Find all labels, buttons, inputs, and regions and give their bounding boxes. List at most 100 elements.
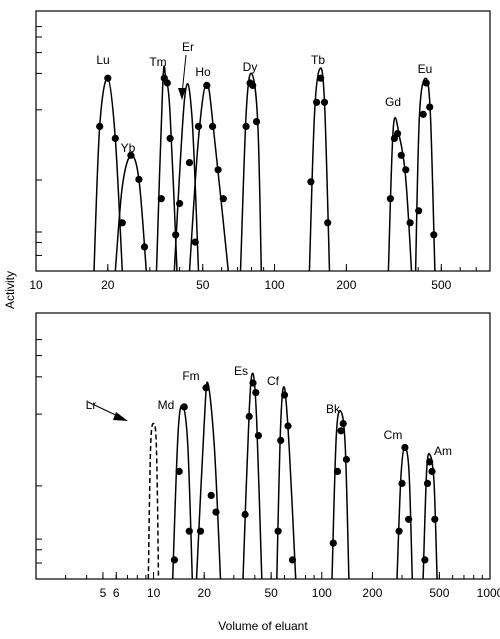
point-tm — [163, 79, 171, 87]
point-gd — [397, 151, 405, 159]
point-es — [254, 432, 262, 440]
x-tick-label: 200 — [362, 586, 382, 600]
point-dy — [249, 81, 257, 89]
point-eu — [426, 103, 434, 111]
point-am — [421, 556, 429, 564]
point-lu — [104, 74, 112, 82]
peak-label-ho: Ho — [195, 65, 211, 79]
point-tb — [317, 74, 325, 82]
top-points — [96, 74, 438, 251]
point-yb — [127, 151, 135, 159]
curve-lr — [147, 422, 160, 580]
x-tick-label: 100 — [265, 278, 285, 292]
bottom-panel-frame — [35, 312, 491, 580]
point-es — [241, 510, 249, 519]
point-yb — [135, 175, 143, 183]
peak-label-lr: Lr — [86, 398, 97, 412]
top-axis-tick-labels: 10 20 50 100 200 500 — [29, 278, 451, 292]
point-bk — [339, 420, 347, 428]
point-fm — [207, 491, 215, 499]
point-tb — [307, 178, 315, 186]
peak-label-yb: Yb — [121, 141, 136, 155]
y-axis-label: Activity — [3, 271, 17, 309]
curve-fm — [195, 381, 222, 580]
peak-label-am: Am — [434, 444, 452, 458]
point-er — [185, 159, 194, 167]
point-lu — [96, 122, 104, 130]
point-gd — [406, 219, 414, 227]
peak-label-er: Er — [182, 40, 194, 54]
point-am — [426, 458, 434, 466]
x-tick-label: 10 — [147, 586, 161, 600]
point-tb — [313, 98, 321, 106]
point-er — [191, 238, 199, 246]
point-md — [175, 467, 183, 475]
point-ho — [203, 81, 211, 89]
bottom-points — [170, 379, 439, 564]
curve-tb — [308, 67, 331, 272]
peak-label-es: Es — [234, 364, 248, 378]
point-tm — [157, 195, 165, 203]
point-bk — [337, 427, 345, 435]
bottom-curves — [147, 372, 438, 580]
bottom-axis-tick-labels: 56 10 20 50 100 200 500 1000 — [100, 586, 500, 600]
point-cf — [288, 556, 297, 564]
er-arrow-head — [178, 88, 186, 100]
x-tick-label: 500 — [429, 586, 449, 600]
point-fm — [196, 527, 205, 535]
x-tick-label: 500 — [431, 278, 451, 292]
x-tick-label: 20 — [198, 586, 212, 600]
point-ho — [219, 195, 227, 203]
point-fm — [202, 384, 210, 392]
point-am — [431, 515, 439, 523]
point-bk — [329, 539, 337, 547]
point-fm — [212, 508, 220, 516]
point-bk — [342, 455, 350, 464]
point-tm — [172, 231, 180, 239]
curve-md — [171, 404, 194, 580]
point-tb — [324, 219, 332, 227]
point-md — [185, 527, 193, 535]
x-tick-label: 200 — [336, 278, 356, 292]
point-tm — [166, 134, 174, 142]
point-yb — [118, 219, 126, 227]
point-er — [176, 199, 184, 208]
point-am — [428, 467, 436, 475]
point-gd — [386, 195, 394, 203]
curve-dy — [239, 72, 263, 272]
point-yb — [140, 243, 149, 251]
point-ho — [209, 122, 217, 130]
peak-label-gd: Gd — [385, 95, 401, 109]
peak-label-bk: Bk — [326, 402, 341, 416]
point-cm — [398, 479, 406, 487]
lr-arrow-head — [113, 412, 128, 421]
curve-er — [173, 83, 200, 272]
peak-label-dy: Dy — [243, 60, 258, 74]
x-tick-label: 20 — [101, 278, 115, 292]
peak-label-tm: Tm — [149, 55, 166, 69]
point-eu — [415, 207, 423, 215]
top-curves — [93, 65, 436, 272]
x-tick-label: 100 — [312, 586, 332, 600]
bottom-panel: 56 10 20 50 100 200 500 1000 Lr Md Fm Es Cf Bk Cm Am — [35, 312, 500, 600]
point-md — [180, 403, 188, 411]
curve-cf — [276, 386, 297, 580]
peak-label-eu: Eu — [418, 62, 433, 76]
point-es — [245, 412, 253, 421]
point-cm — [405, 515, 413, 523]
point-cf — [284, 422, 292, 430]
bottom-axis-ticks — [36, 339, 491, 579]
point-tb — [320, 98, 329, 106]
peak-label-cm: Cm — [384, 428, 403, 442]
peak-label-cf: Cf — [267, 374, 280, 388]
point-bk — [333, 467, 342, 475]
peak-label-md: Md — [158, 398, 175, 412]
x-tick-label: 10 — [29, 278, 43, 292]
peak-label-fm: Fm — [182, 369, 199, 383]
point-eu — [422, 79, 430, 87]
point-es — [252, 389, 260, 397]
point-cf — [274, 527, 282, 535]
bottom-annotations — [87, 401, 128, 421]
